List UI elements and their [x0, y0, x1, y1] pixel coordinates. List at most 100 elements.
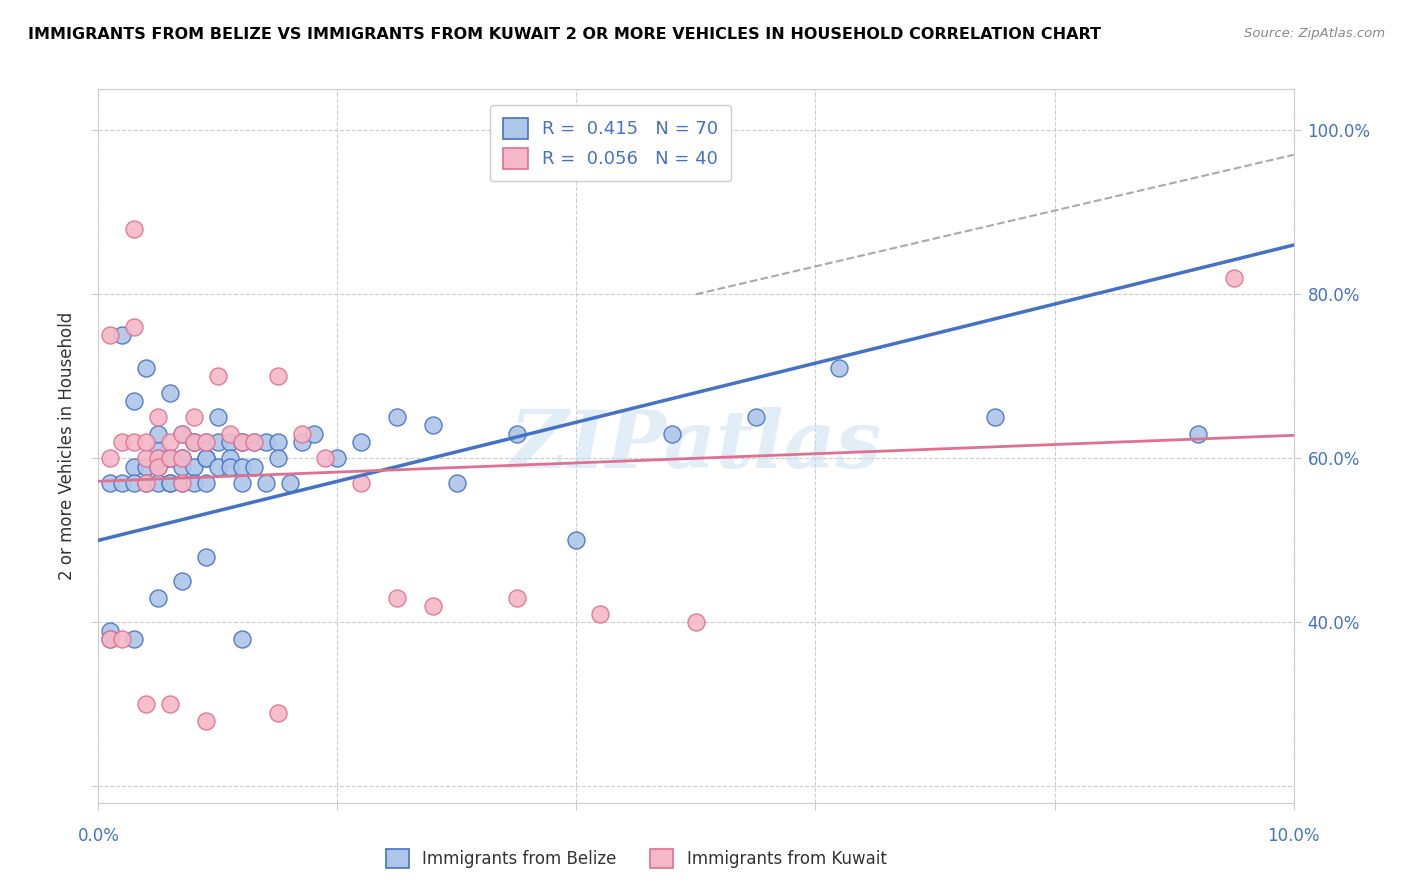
Point: [183, 434, 205, 449]
Point: [1187, 426, 1209, 441]
Point: [219, 459, 242, 474]
Point: [100, 475, 122, 490]
Point: [111, 328, 134, 343]
Point: [148, 451, 170, 466]
Point: [111, 632, 134, 646]
Text: 0.0%: 0.0%: [77, 828, 120, 846]
Point: [828, 361, 851, 376]
Point: [984, 410, 1007, 425]
Point: [195, 434, 218, 449]
Y-axis label: 2 or more Vehicles in Household: 2 or more Vehicles in Household: [58, 312, 76, 580]
Point: [661, 426, 683, 441]
Point: [195, 475, 218, 490]
Point: [172, 475, 194, 490]
Point: [267, 369, 290, 384]
Point: [291, 434, 314, 449]
Point: [124, 393, 146, 408]
Point: [195, 451, 218, 466]
Point: [195, 451, 218, 466]
Point: [148, 410, 170, 425]
Point: [100, 632, 122, 646]
Point: [183, 459, 205, 474]
Point: [422, 599, 444, 613]
Point: [124, 434, 146, 449]
Point: [111, 434, 134, 449]
Point: [207, 369, 229, 384]
Point: [422, 418, 444, 433]
Point: [231, 459, 253, 474]
Point: [172, 426, 194, 441]
Point: [172, 459, 194, 474]
Point: [124, 459, 146, 474]
Point: [183, 434, 205, 449]
Point: [159, 385, 181, 400]
Point: [100, 328, 122, 343]
Point: [685, 615, 707, 630]
Point: [148, 475, 170, 490]
Point: [135, 459, 157, 474]
Point: [159, 451, 181, 466]
Point: [506, 591, 529, 605]
Point: [231, 434, 253, 449]
Point: [231, 434, 253, 449]
Point: [267, 706, 290, 720]
Point: [124, 475, 146, 490]
Point: [195, 549, 218, 564]
Point: [195, 434, 218, 449]
Point: [302, 426, 325, 441]
Point: [172, 451, 194, 466]
Point: [148, 426, 170, 441]
Point: [135, 698, 157, 712]
Point: [172, 426, 194, 441]
Point: [148, 443, 170, 458]
Point: [111, 475, 134, 490]
Text: Source: ZipAtlas.com: Source: ZipAtlas.com: [1244, 27, 1385, 40]
Point: [231, 632, 253, 646]
Point: [148, 451, 170, 466]
Point: [1223, 270, 1246, 285]
Point: [219, 426, 242, 441]
Point: [243, 459, 266, 474]
Point: [231, 434, 253, 449]
Point: [159, 451, 181, 466]
Point: [135, 434, 157, 449]
Point: [172, 475, 194, 490]
Point: [172, 574, 194, 589]
Point: [350, 434, 373, 449]
Point: [243, 434, 266, 449]
Point: [172, 451, 194, 466]
Text: IMMIGRANTS FROM BELIZE VS IMMIGRANTS FROM KUWAIT 2 OR MORE VEHICLES IN HOUSEHOLD: IMMIGRANTS FROM BELIZE VS IMMIGRANTS FRO…: [28, 27, 1101, 42]
Point: [135, 361, 157, 376]
Point: [446, 475, 468, 490]
Point: [124, 632, 146, 646]
Point: [207, 434, 229, 449]
Point: [565, 533, 588, 548]
Text: 10.0%: 10.0%: [1267, 828, 1320, 846]
Point: [326, 451, 349, 466]
Point: [267, 434, 290, 449]
Point: [183, 410, 205, 425]
Point: [350, 475, 373, 490]
Point: [159, 475, 181, 490]
Point: [315, 451, 337, 466]
Point: [148, 459, 170, 474]
Point: [219, 451, 242, 466]
Legend: Immigrants from Belize, Immigrants from Kuwait: Immigrants from Belize, Immigrants from …: [374, 838, 898, 880]
Point: [254, 434, 277, 449]
Point: [589, 607, 612, 622]
Point: [243, 434, 266, 449]
Point: [100, 624, 122, 638]
Point: [219, 434, 242, 449]
Point: [159, 434, 181, 449]
Point: [148, 459, 170, 474]
Point: [385, 410, 409, 425]
Point: [267, 451, 290, 466]
Point: [100, 632, 122, 646]
Point: [183, 434, 205, 449]
Point: [124, 221, 146, 235]
Point: [195, 714, 218, 728]
Point: [135, 451, 157, 466]
Point: [207, 410, 229, 425]
Point: [506, 426, 529, 441]
Point: [385, 591, 409, 605]
